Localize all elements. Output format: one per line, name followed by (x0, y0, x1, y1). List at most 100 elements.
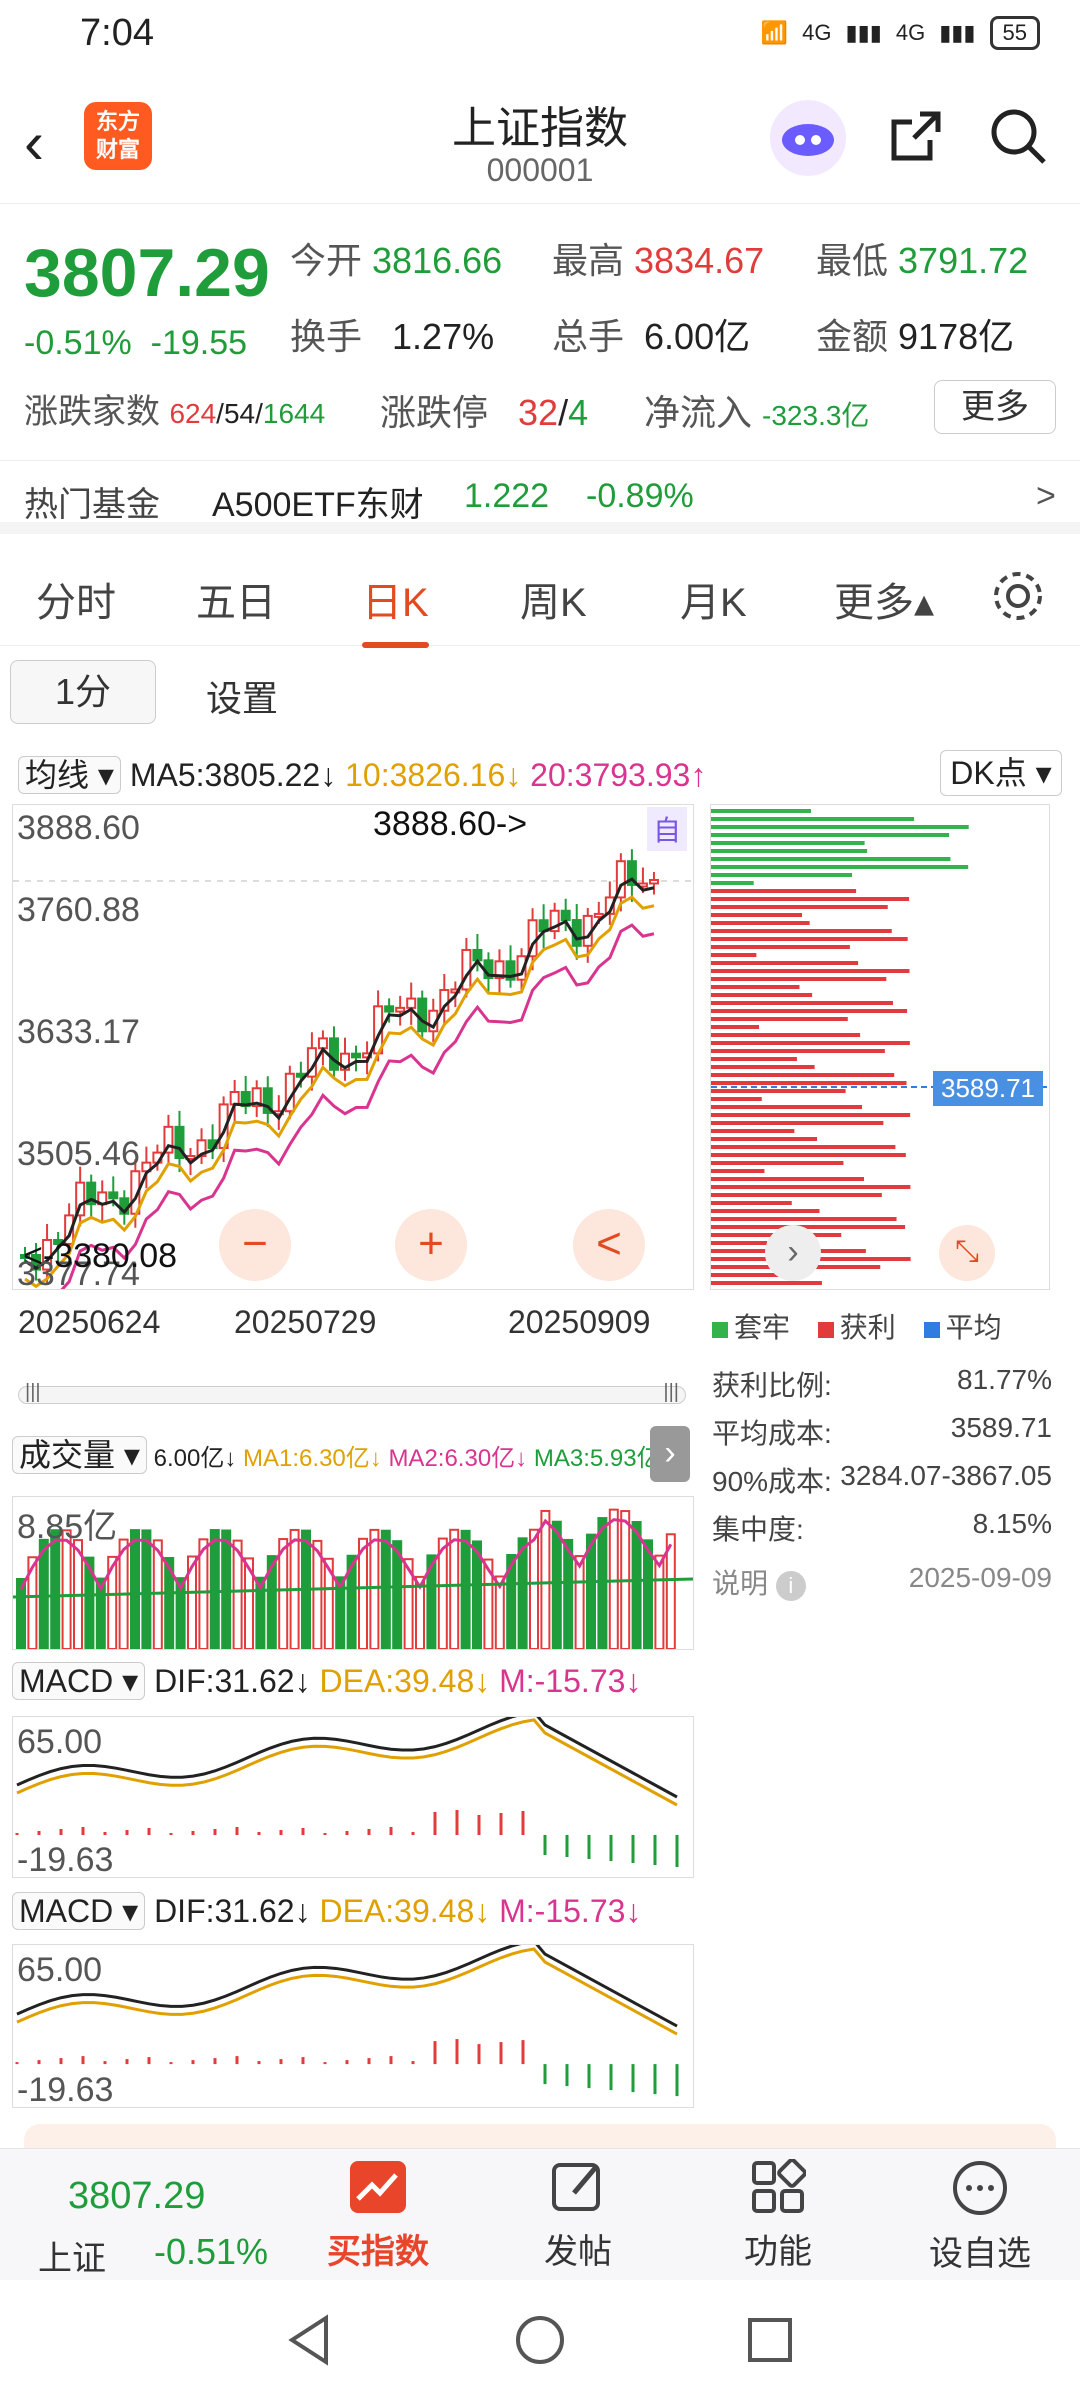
ma5-line (24, 877, 655, 1271)
bottom-index-name: 上证 (38, 2240, 106, 2278)
chip-bar (711, 1073, 895, 1077)
tab-more[interactable]: 更多▴ (834, 581, 935, 625)
volume-bar (312, 1539, 323, 1649)
chip-bar (711, 1217, 897, 1221)
volume-bar (369, 1528, 380, 1649)
volume-bar (506, 1554, 517, 1649)
share-icon[interactable] (886, 106, 946, 166)
macd-chart-2[interactable]: 65.00 -19.63 (12, 1944, 694, 2109)
volume-bar (209, 1529, 220, 1649)
nav-recents-icon[interactable] (742, 2312, 798, 2368)
volume-bar (540, 1509, 551, 1649)
volume-bar (494, 1575, 505, 1649)
status-bar: 7:04 📶 4G ▮▮▮ 4G ▮▮▮ 55 (0, 0, 1080, 72)
chip-bar (711, 905, 888, 909)
nav-home-icon[interactable] (512, 2312, 568, 2368)
volume-bar (107, 1555, 118, 1649)
zoom-in-button[interactable]: + (395, 1209, 467, 1281)
assistant-avatar[interactable] (770, 100, 846, 176)
tab-monthly-k[interactable]: 月K (680, 581, 747, 625)
chip-bars (711, 809, 1049, 1285)
chip-distribution[interactable]: 3589.71 › ⤡ (710, 804, 1050, 1290)
more-button[interactable]: 更多 (934, 380, 1056, 434)
back-icon[interactable]: ‹ (24, 109, 44, 176)
volume-bar (665, 1533, 676, 1649)
chip-bar (711, 1185, 911, 1189)
ma20-line (60, 923, 655, 1289)
tab-weekly-k[interactable]: 周K (520, 581, 587, 625)
functions-button[interactable]: 功能 (728, 2158, 828, 2273)
gear-icon[interactable] (990, 568, 1046, 624)
volume-bar (221, 1529, 232, 1649)
chip-next-icon[interactable]: › (765, 1225, 821, 1281)
macd-y-min: -19.63 (17, 2071, 114, 2109)
candle-body (439, 988, 450, 1012)
auto-tag[interactable]: 自 (647, 807, 688, 851)
zoom-out-button[interactable]: − (219, 1209, 291, 1281)
candle-body (494, 960, 505, 980)
y-label: 3505.46 (17, 1135, 140, 1173)
macd-selector-2[interactable]: MACD ▾ (12, 1892, 146, 1930)
volume-bar (437, 1537, 448, 1649)
hot-fund-row[interactable]: 热门基金 A500ETF东财 1.222 -0.89% > (0, 460, 1080, 530)
chip-bar (711, 1097, 762, 1101)
info-icon: i (775, 1571, 806, 1601)
tab-intraday[interactable]: 分时 (36, 581, 116, 625)
volume-bar (244, 1557, 254, 1649)
macd-selector-1[interactable]: MACD ▾ (12, 1662, 146, 1700)
candle-body (108, 1191, 119, 1200)
nav-back-icon[interactable] (282, 2312, 338, 2368)
volume-bar (255, 1576, 266, 1649)
chip-bar (711, 889, 857, 893)
interval-selector[interactable]: 1分 (10, 660, 156, 724)
chip-bar (711, 1281, 822, 1285)
macd-legend-1: MACD ▾ DIF:31.62↓ DEA:39.48↓ M:-15.73↓ (12, 1662, 641, 1700)
expand-icon[interactable]: ⤡ (939, 1225, 995, 1281)
scroll-left-button[interactable]: < (573, 1209, 645, 1281)
volume-bar (232, 1539, 243, 1649)
chip-bar (711, 809, 811, 813)
signal-label-2: 4G (895, 20, 926, 45)
range-scrollbar[interactable]: ||| ||| (18, 1381, 686, 1404)
search-icon[interactable] (986, 104, 1050, 168)
chip-bar (711, 833, 950, 837)
hot-fund-name: A500ETF东财 (212, 486, 424, 524)
signal-icon-2: ▮▮▮ (939, 20, 976, 45)
ma-selector[interactable]: 均线 ▾ (18, 756, 121, 794)
chip-note-row[interactable]: 说明 i 2025-09-09 (712, 1562, 1052, 1601)
expand-right-icon[interactable]: › (650, 1426, 690, 1482)
tab-five-day[interactable]: 五日 (196, 581, 276, 625)
volume-ma-line (19, 1518, 673, 1592)
chip-bar (711, 1033, 861, 1037)
add-watchlist-button[interactable]: 设自选 (920, 2159, 1040, 2275)
hot-fund-label: 热门基金 (24, 486, 160, 524)
tab-daily-k[interactable]: 日K (362, 570, 429, 648)
chip-legend: 套牢 获利 平均 (712, 1306, 1052, 1346)
volume-chart[interactable]: 8.85亿 (12, 1496, 694, 1650)
kline-chart[interactable]: 3888.60 3760.88 3633.17 3505.46 3377.74 … (12, 804, 694, 1293)
updown-count: 涨跌家数 624/54/1644 (24, 393, 326, 431)
net-inflow: 净流入 -323.3亿 (644, 392, 870, 433)
scroll-handle-right[interactable]: ||| (663, 1381, 679, 1403)
volume-bar (27, 1556, 38, 1649)
volume-bar (198, 1538, 209, 1649)
chip-bar (711, 977, 887, 981)
settings-link[interactable]: 设置 (206, 678, 279, 719)
candle-body (648, 878, 659, 885)
chip-bar (711, 913, 803, 917)
volume-bar (380, 1529, 391, 1649)
post-button[interactable]: 发帖 (528, 2159, 628, 2273)
dk-points-button[interactable]: DK点 ▾ (940, 750, 1062, 796)
volume-selector[interactable]: 成交量 ▾ (12, 1436, 147, 1474)
chip-bar (711, 865, 969, 869)
volume-y-max: 8.85亿 (17, 1508, 118, 1546)
chip-bar (711, 1105, 863, 1109)
volume-bar (266, 1555, 277, 1649)
chip-bar (711, 969, 910, 973)
buy-index-button[interactable]: 买指数 (318, 2159, 438, 2273)
scroll-handle-left[interactable]: ||| (25, 1381, 41, 1403)
more-dots-icon (953, 2161, 1007, 2215)
volume-bar (643, 1539, 653, 1649)
chip-bar (711, 1177, 864, 1181)
macd-chart-1[interactable]: 65.00 -19.63 (12, 1716, 694, 1879)
